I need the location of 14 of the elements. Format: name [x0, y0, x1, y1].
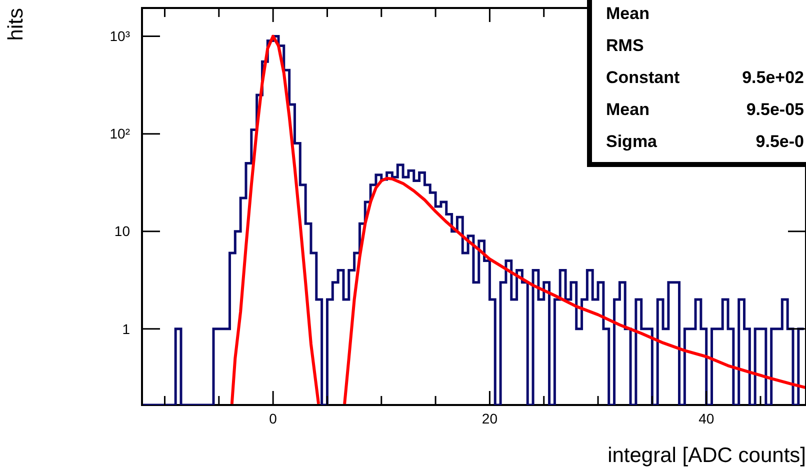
text: Sigma 9.5e-0 [606, 132, 804, 151]
x-tick-label: 40 [698, 410, 714, 426]
annotation: Mean [606, 3, 650, 25]
text: Mean 9.5e-05 [606, 100, 804, 119]
y-tick-label: 1 [122, 320, 130, 337]
x-axis-title: integral [ADC counts] [608, 444, 806, 468]
y-tick-label: 10 [114, 222, 130, 239]
y-axis-title: hits [4, 8, 28, 41]
text: Constant 9.5e+02 [606, 68, 804, 87]
x-tick-label: 0 [269, 410, 278, 426]
y-tick-label: 10² [110, 125, 130, 142]
annotation: RMS [606, 35, 644, 57]
y-tick-label: 10³ [110, 28, 130, 44]
x-tick-label: 20 [482, 410, 498, 426]
